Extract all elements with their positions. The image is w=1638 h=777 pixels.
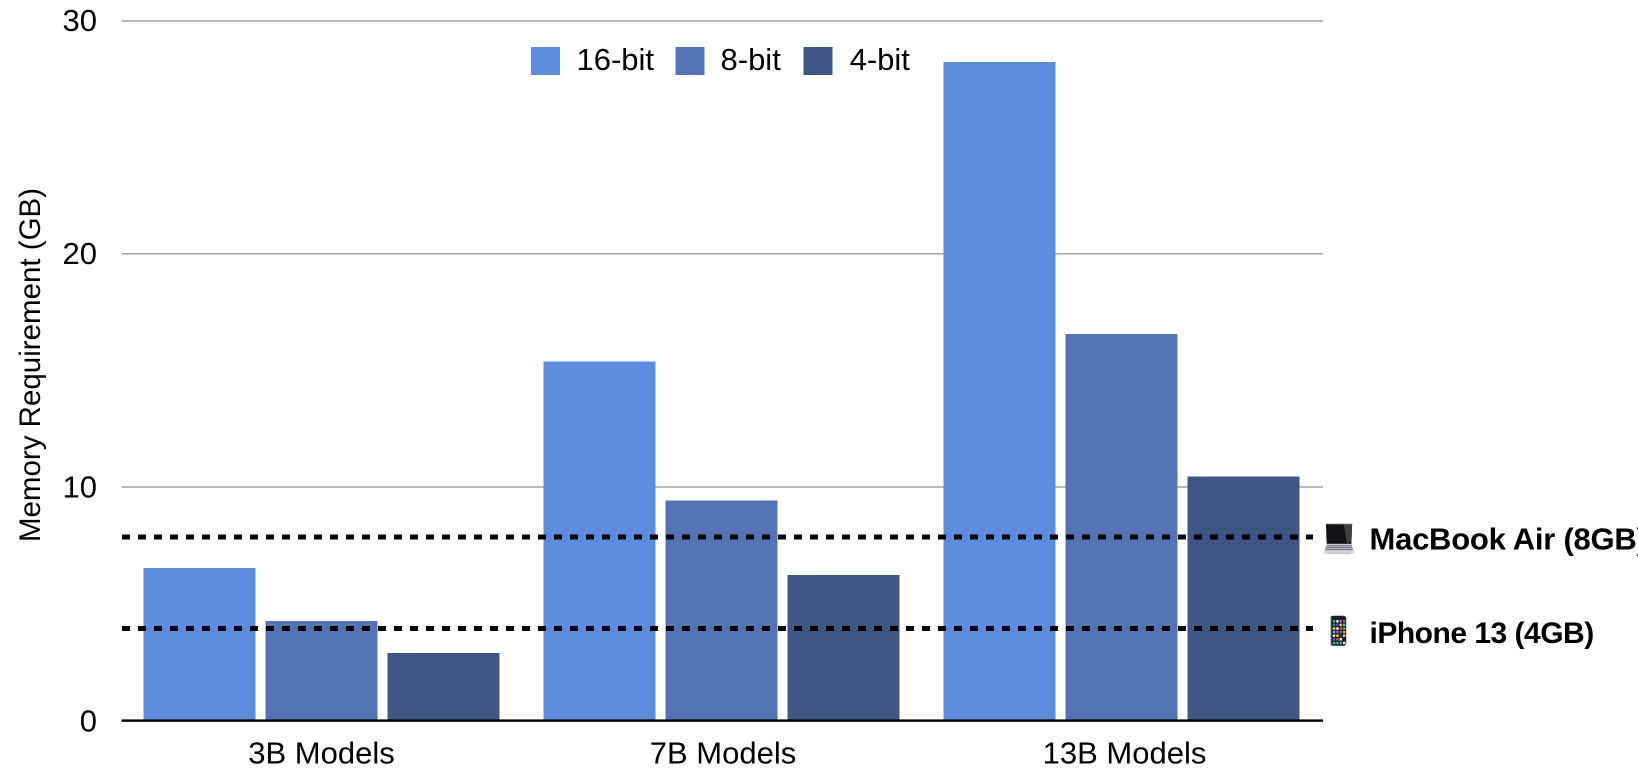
svg-text:MacBook Air (8GB): MacBook Air (8GB) (1370, 522, 1638, 557)
svg-text:iPhone 13 (4GB): iPhone 13 (4GB) (1370, 617, 1594, 650)
svg-text:0: 0 (80, 704, 97, 739)
svg-text:13B Models: 13B Models (1043, 736, 1207, 771)
svg-text:20: 20 (63, 236, 97, 271)
svg-text:7B Models: 7B Models (650, 736, 796, 771)
svg-text:Memory Requirement (GB): Memory Requirement (GB) (14, 188, 47, 542)
svg-text:16-bit: 16-bit (577, 42, 655, 77)
svg-text:30: 30 (63, 3, 97, 38)
svg-text:10: 10 (63, 470, 97, 505)
svg-text:4-bit: 4-bit (850, 42, 911, 77)
svg-text:3B Models: 3B Models (248, 736, 394, 771)
svg-text:8-bit: 8-bit (721, 42, 782, 77)
